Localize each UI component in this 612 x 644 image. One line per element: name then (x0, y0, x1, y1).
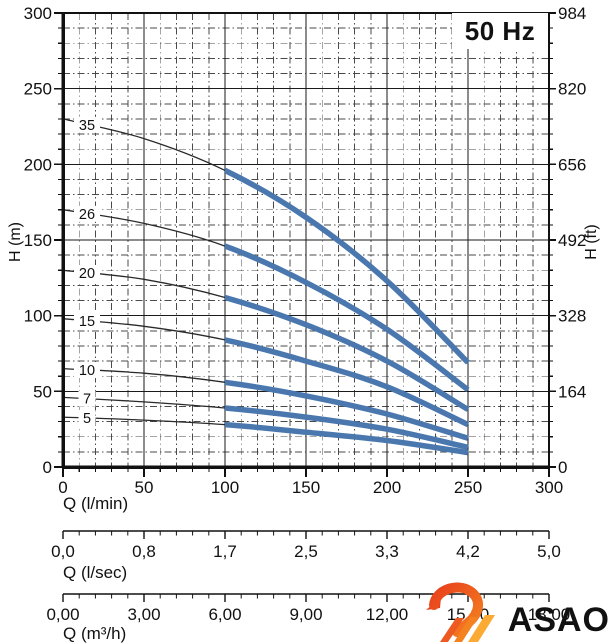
stage-label-26: 26 (79, 207, 95, 223)
y-left-tick-label: 150 (24, 231, 52, 250)
curve-low-flow-15 (62, 318, 232, 342)
y-axis-title-ft: H (ft) (583, 224, 600, 260)
pump-curves (62, 118, 470, 456)
curve-stage-labels: 35 26 20 15 10 7 5 (74, 116, 100, 427)
stage-label-10: 10 (79, 363, 95, 379)
stage-label-bg (78, 390, 96, 407)
curve-duty-15 (225, 337, 470, 428)
y-left-tick-label: 0 (43, 458, 52, 477)
ruler-tick-label: 3,3 (375, 542, 399, 561)
x-tick-label: 150 (292, 478, 320, 497)
ruler-tick-label: 6,00 (208, 605, 241, 624)
ruler-tick-label: 9,00 (289, 605, 322, 624)
x-tick-label: 50 (135, 478, 154, 497)
y-left-tick-label: 200 (24, 155, 52, 174)
x-tick-label: 100 (211, 478, 239, 497)
y-right-tick-label: 984 (558, 4, 586, 23)
y-right-tick-label: 0 (558, 458, 567, 477)
stage-label-bg (74, 312, 100, 329)
scale-lsec: 0,0 0,8 1,7 2,5 3,3 4,2 5,0 (51, 530, 561, 561)
stage-label-bg (74, 264, 100, 281)
curve-duty-7 (225, 405, 469, 450)
curve-duty-5 (225, 421, 469, 456)
y-right-tick-label: 328 (558, 307, 586, 326)
ruler-tick-label: 0,8 (132, 542, 156, 561)
curve-duty-26 (225, 243, 470, 393)
stage-label-bg (74, 205, 100, 222)
stage-label-bg (74, 116, 100, 133)
curve-low-flow-5 (62, 416, 232, 426)
ruler-tick-label: 3,00 (127, 605, 160, 624)
y-left-tick-label: 250 (24, 80, 52, 99)
ruler-tick-label: 1,7 (213, 542, 237, 561)
curve-low-flow-10 (62, 367, 232, 384)
curve-duty-35 (225, 167, 470, 365)
stage-label-7: 7 (83, 392, 91, 408)
ruler-tick-label: 5,0 (537, 542, 561, 561)
ruler-tick-label: 4,2 (456, 542, 480, 561)
ruler-tick-label: 0,0 (51, 542, 75, 561)
stage-label-15: 15 (79, 314, 95, 330)
curve-low-flow-20 (62, 269, 232, 301)
ruler-tick-label: 2,5 (294, 542, 318, 561)
x-tick-label: 200 (373, 478, 401, 497)
ruler-tick-label: 0,00 (46, 605, 79, 624)
x-axis-title-m3h: Q (m³/h) (63, 624, 127, 643)
x-axis-title-lsec: Q (l/sec) (63, 563, 128, 582)
x-axis-title-lmin: Q (l/min) (63, 494, 129, 513)
axis-ticks (54, 12, 556, 477)
grid-major (63, 13, 549, 467)
y-left-tick-label: 300 (24, 4, 52, 23)
stage-label-5: 5 (83, 411, 91, 427)
x-tick-label: 300 (535, 478, 563, 497)
x-tick-label: 250 (454, 478, 482, 497)
logo-text: ASAO (507, 600, 610, 639)
stage-label-bg (74, 361, 100, 378)
curve-duty-20 (225, 294, 470, 412)
curve-low-flow-7 (62, 396, 232, 410)
curve-low-flow-26 (62, 209, 232, 250)
curve-duty-10 (225, 379, 469, 441)
stage-label-35: 35 (79, 118, 95, 134)
y-right-tick-label: 820 (558, 80, 586, 99)
y-right-tick-label: 656 (558, 155, 586, 174)
logo-bird-icon (425, 582, 495, 642)
y-right-tick-label: 164 (558, 382, 586, 401)
ruler-tick-label: 18,00 (528, 605, 571, 624)
y-left-tick-label: 100 (24, 307, 52, 326)
ruler-tick-label: 12,00 (366, 605, 409, 624)
asao-logo: ASAO (424, 582, 610, 644)
stage-label-bg (78, 409, 96, 426)
y-left-tick-label: 50 (33, 382, 52, 401)
frequency-label: 50 Hz (452, 13, 548, 49)
y-axis-title-m: H (m) (7, 222, 24, 262)
curve-low-flow-35 (62, 118, 232, 175)
stage-label-20: 20 (79, 266, 95, 282)
x-tick-label: 0 (58, 478, 67, 497)
y-right-tick-label: 492 (558, 231, 586, 250)
